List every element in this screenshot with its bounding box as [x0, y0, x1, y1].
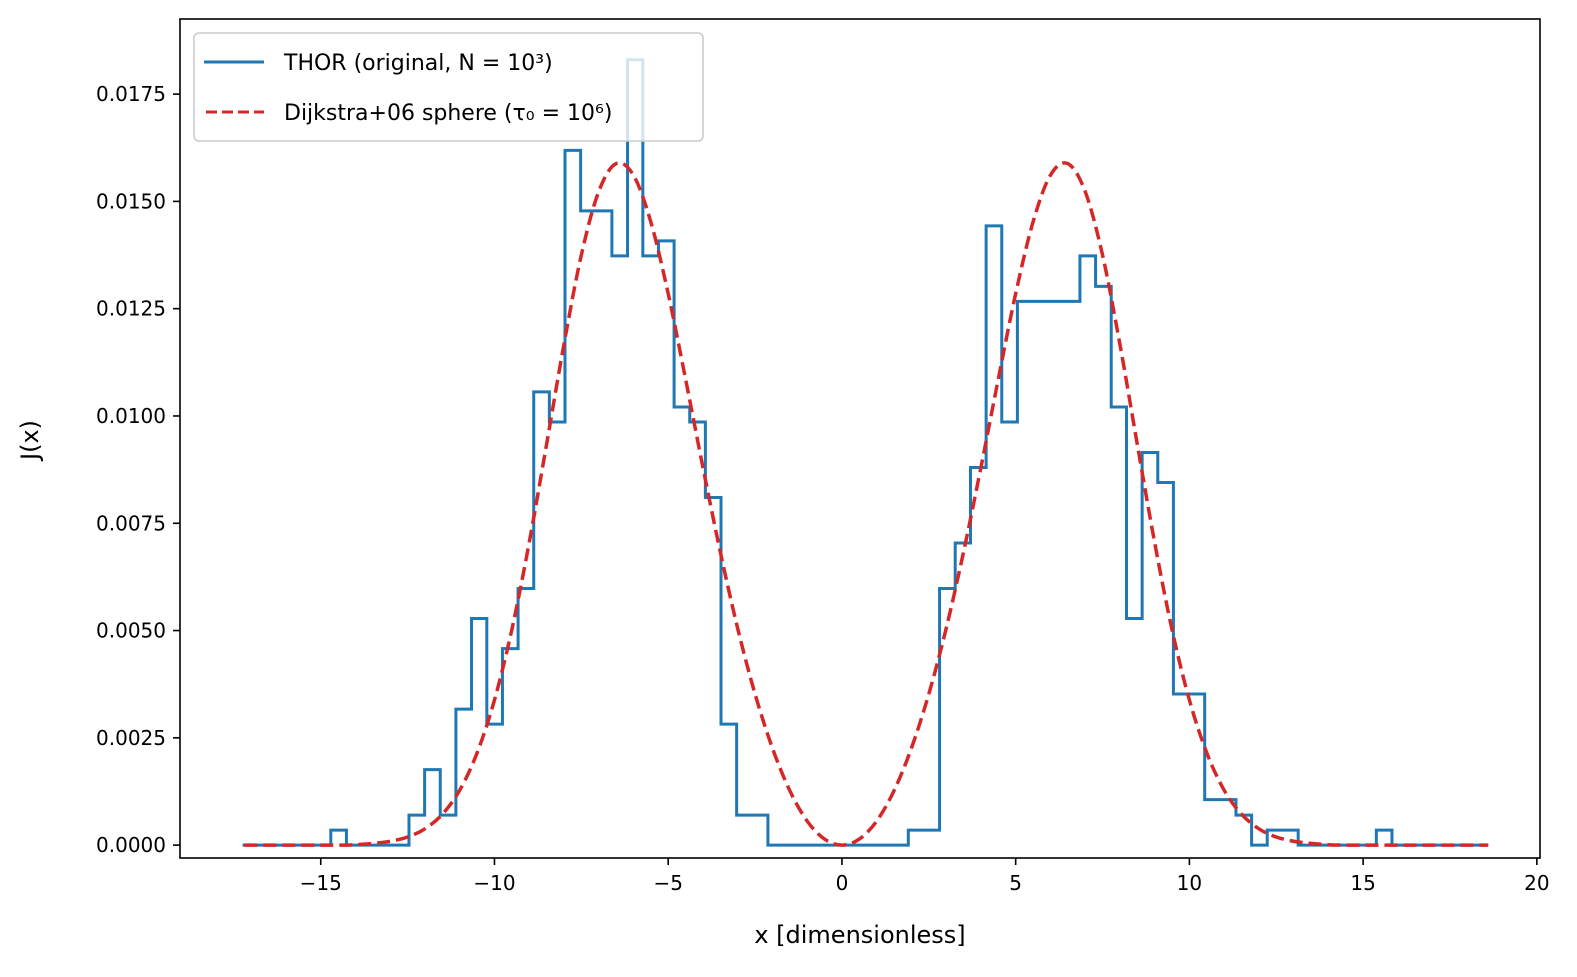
y-tick-label: 0.0075 — [96, 511, 166, 535]
y-tick-label: 0.0125 — [96, 297, 166, 321]
y-tick-label: 0.0100 — [96, 404, 166, 428]
x-axis-label: x [dimensionless] — [754, 921, 965, 949]
x-tick-label: 0 — [836, 871, 849, 895]
x-axis-ticks: −15 −10 −5 0 5 10 15 20 — [300, 858, 1550, 895]
y-tick-label: 0.0150 — [96, 189, 166, 213]
y-tick-label: 0.0050 — [96, 619, 166, 643]
x-tick-label: −10 — [473, 871, 515, 895]
x-tick-label: −5 — [653, 871, 682, 895]
y-tick-label: 0.0025 — [96, 726, 166, 750]
legend: THOR (original, N = 10³) Dijkstra+06 sph… — [193, 32, 704, 142]
axes-frame — [179, 18, 1541, 859]
legend-label-dijkstra: Dijkstra+06 sphere (τ₀ = 10⁶) — [284, 101, 612, 126]
x-tick-label: 20 — [1524, 871, 1549, 895]
x-tick-label: 15 — [1350, 871, 1375, 895]
legend-box — [193, 32, 704, 142]
x-tick-label: 5 — [1009, 871, 1022, 895]
y-tick-label: 0.0000 — [96, 833, 166, 857]
dijkstra-curve-line — [244, 161, 1489, 847]
x-tick-label: −15 — [300, 871, 342, 895]
x-tick-label: 10 — [1177, 871, 1202, 895]
legend-label-thor: THOR (original, N = 10³) — [283, 51, 553, 76]
y-axis-label: J(x) — [16, 420, 44, 462]
y-tick-label: 0.0175 — [96, 82, 166, 106]
y-axis-ticks: 0.0000 0.0025 0.0050 0.0075 0.0100 0.0125 0.01… — [96, 82, 180, 857]
plot-area — [242, 58, 1489, 847]
